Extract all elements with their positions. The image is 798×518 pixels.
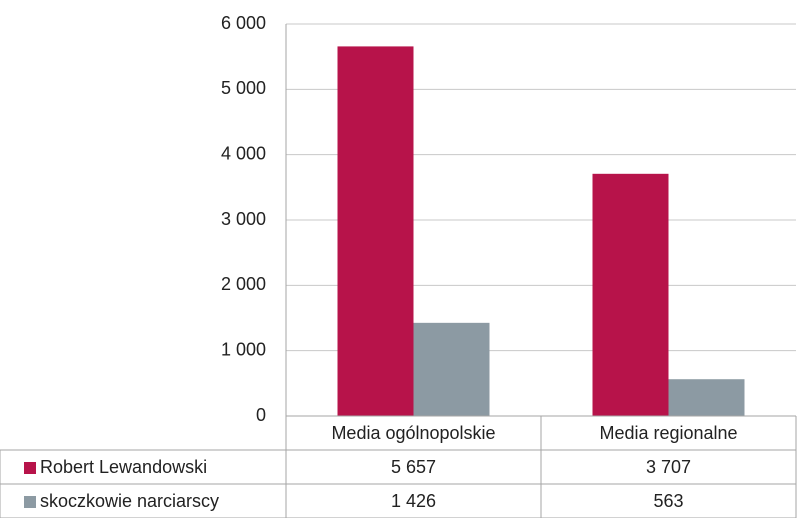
bar [592,173,669,416]
y-tick-label: 1 000 [221,339,266,359]
table-value: 563 [653,491,683,511]
table-value: 1 426 [391,491,436,511]
y-tick-label: 4 000 [221,143,266,163]
legend-swatch [24,462,36,474]
x-tick-label: Media ogólnopolskie [331,423,495,443]
y-tick-label: 3 000 [221,209,266,229]
legend-label: skoczkowie narciarscy [40,491,219,511]
y-tick-label: 0 [256,405,266,425]
y-tick-label: 6 000 [221,13,266,33]
bar [337,46,414,416]
bar [413,322,490,416]
y-tick-label: 5 000 [221,78,266,98]
x-tick-label: Media regionalne [599,423,737,443]
legend-swatch [24,496,36,508]
y-tick-label: 2 000 [221,274,266,294]
bar [668,379,745,416]
legend-label: Robert Lewandowski [40,457,207,477]
table-value: 5 657 [391,457,436,477]
table-value: 3 707 [646,457,691,477]
